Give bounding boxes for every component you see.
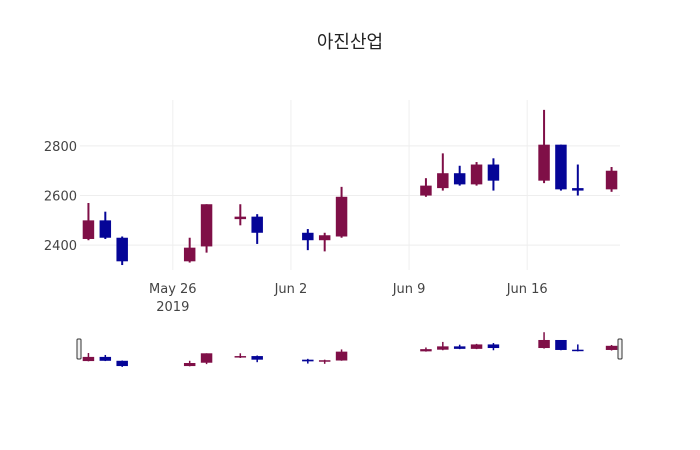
mini-candle [555, 339, 567, 351]
mini-candle [572, 344, 584, 352]
mini-candle-body [251, 356, 263, 360]
candle[interactable] [470, 162, 483, 186]
mini-candle-body [420, 349, 432, 352]
x-tick-label: May 26 [149, 282, 197, 297]
candle[interactable] [251, 214, 263, 244]
mini-candle-body [200, 353, 213, 363]
candle-body [116, 237, 128, 262]
candle-body [420, 185, 432, 196]
candle-layer [82, 109, 618, 266]
candle[interactable] [234, 204, 247, 226]
candle-body [538, 144, 550, 181]
mini-candle [234, 353, 247, 359]
mini-candle [437, 341, 449, 351]
candle-body [318, 235, 331, 241]
mini-candle-body [572, 349, 584, 352]
mini-candle-body [335, 351, 348, 361]
range-slider-left-handle[interactable] [76, 338, 82, 360]
candle-body [200, 204, 213, 247]
candle[interactable] [605, 167, 618, 192]
candle-body [302, 232, 314, 241]
candle[interactable] [572, 164, 584, 196]
candle-body [453, 173, 466, 185]
x-tick-label: Jun 9 [392, 282, 426, 297]
candle-body [470, 164, 483, 185]
mini-candle-body [302, 359, 314, 362]
range-slider-right-handle[interactable] [617, 338, 623, 360]
x-tick-sublabel: 2019 [156, 300, 189, 315]
candle[interactable] [318, 232, 331, 252]
y-tick-label: 2400 [44, 239, 77, 254]
mini-candle [335, 349, 348, 361]
mini-candle [302, 358, 314, 364]
candle-body [251, 216, 263, 233]
candle[interactable] [183, 237, 196, 263]
mini-candle-body [605, 345, 618, 350]
mini-candle [420, 347, 432, 352]
candle-body [82, 220, 95, 239]
mini-candle-body [234, 356, 247, 358]
candle[interactable] [437, 153, 449, 191]
candle-body [234, 216, 247, 220]
mini-candle [487, 343, 500, 351]
mini-candle-body [487, 344, 500, 349]
candle-body [437, 173, 449, 189]
mini-candle-body [555, 339, 567, 350]
mini-candle [116, 360, 128, 367]
candle[interactable] [116, 236, 128, 266]
mini-candle [470, 343, 483, 350]
mini-candle-body [470, 344, 483, 349]
candle[interactable] [335, 186, 348, 238]
candle-body [572, 188, 584, 191]
mini-candle-body [318, 360, 331, 362]
x-tick-label: Jun 2 [274, 282, 308, 297]
mini-candle [82, 353, 95, 362]
mini-candle-body [99, 356, 112, 361]
mini-candle-body [437, 346, 449, 350]
candle[interactable] [555, 144, 567, 191]
mini-candle [251, 355, 263, 363]
candle[interactable] [99, 211, 112, 239]
y-tick-label: 2800 [44, 140, 77, 155]
mini-candle [318, 359, 331, 364]
candle-body [487, 164, 500, 181]
candle[interactable] [487, 158, 500, 191]
mini-candle [200, 353, 213, 365]
chart-title: 아진산업 [317, 32, 383, 53]
candle-body [183, 247, 196, 262]
mini-candle-body [183, 363, 196, 367]
mini-candle-body [116, 360, 128, 367]
candle[interactable] [420, 178, 432, 197]
candle-body [99, 220, 112, 238]
candle[interactable] [82, 202, 95, 241]
candle[interactable] [200, 204, 213, 253]
mini-candle [99, 354, 112, 362]
range-slider-candles [82, 332, 618, 367]
y-tick-label: 2600 [44, 190, 77, 205]
x-tick-label: Jun 16 [506, 282, 548, 297]
mini-candle-body [538, 339, 550, 349]
mini-candle [453, 344, 466, 350]
tick-layer: 2400 2600 2800 May 26 2019 Jun 2 Jun 9 Jun 16 [44, 140, 548, 315]
candle[interactable] [302, 229, 314, 251]
candle-body [605, 170, 618, 190]
mini-candle [538, 332, 550, 349]
mini-candle [183, 360, 196, 367]
mini-candle [605, 344, 618, 351]
grid-layer [80, 100, 620, 270]
range-slider[interactable] [76, 332, 623, 367]
candle-body [335, 196, 348, 237]
mini-candle-body [453, 346, 466, 349]
mini-candle-body [82, 356, 95, 362]
candle-body [555, 144, 567, 190]
candle[interactable] [538, 109, 550, 184]
candle[interactable] [453, 165, 466, 186]
